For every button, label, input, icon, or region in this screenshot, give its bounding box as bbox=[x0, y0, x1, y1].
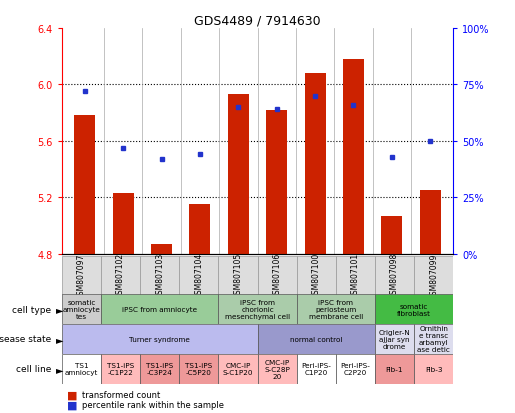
Text: CMC-iP
S-C28P
20: CMC-iP S-C28P 20 bbox=[264, 359, 290, 379]
Bar bbox=[414, 354, 453, 384]
Bar bbox=[297, 294, 375, 324]
Bar bbox=[190, 205, 211, 254]
Bar bbox=[62, 294, 101, 324]
Text: iPSC from
periosteum
membrane cell: iPSC from periosteum membrane cell bbox=[308, 299, 363, 319]
Bar bbox=[375, 294, 453, 324]
Bar bbox=[140, 354, 179, 384]
Text: transformed count: transformed count bbox=[82, 390, 161, 399]
Text: GSM807099: GSM807099 bbox=[429, 252, 438, 299]
Text: Turner syndrome: Turner syndrome bbox=[129, 336, 190, 342]
Text: normal control: normal control bbox=[290, 336, 342, 342]
Bar bbox=[151, 244, 172, 254]
Bar bbox=[336, 256, 375, 295]
Text: ►: ► bbox=[56, 334, 63, 344]
Bar bbox=[62, 324, 258, 354]
Bar bbox=[420, 191, 441, 254]
Text: CMC-IP
S-C1P20: CMC-IP S-C1P20 bbox=[222, 362, 253, 375]
Text: TS1-iPS
-C3P24: TS1-iPS -C3P24 bbox=[146, 362, 173, 375]
Bar bbox=[304, 74, 325, 254]
Text: somatic
fibroblast: somatic fibroblast bbox=[397, 303, 431, 316]
Bar bbox=[375, 256, 414, 295]
Text: TS1-iPS
-C5P20: TS1-iPS -C5P20 bbox=[185, 362, 212, 375]
Text: ►: ► bbox=[56, 364, 63, 374]
Text: Peri-iPS-
C2P20: Peri-iPS- C2P20 bbox=[340, 362, 370, 375]
Text: GSM807098: GSM807098 bbox=[390, 253, 399, 299]
Bar bbox=[101, 256, 140, 295]
Text: ►: ► bbox=[56, 304, 63, 314]
Text: GSM807103: GSM807103 bbox=[155, 253, 164, 299]
Text: cell line: cell line bbox=[16, 364, 52, 373]
Bar bbox=[101, 354, 140, 384]
Bar bbox=[101, 294, 218, 324]
Bar bbox=[218, 354, 258, 384]
Bar bbox=[74, 116, 95, 254]
Text: iPSC from amniocyte: iPSC from amniocyte bbox=[122, 306, 197, 312]
Bar bbox=[297, 354, 336, 384]
Bar bbox=[218, 294, 297, 324]
Text: Peri-iPS-
C1P20: Peri-iPS- C1P20 bbox=[301, 362, 331, 375]
Title: GDS4489 / 7914630: GDS4489 / 7914630 bbox=[194, 15, 321, 28]
Bar bbox=[179, 256, 218, 295]
Text: Ornithin
e transc
arbamyl
ase detic: Ornithin e transc arbamyl ase detic bbox=[417, 325, 450, 353]
Bar bbox=[62, 256, 101, 295]
Text: GSM807104: GSM807104 bbox=[194, 253, 203, 299]
Text: GSM807106: GSM807106 bbox=[272, 253, 282, 299]
Text: Fib-3: Fib-3 bbox=[425, 366, 442, 372]
Text: disease state: disease state bbox=[0, 335, 52, 344]
Text: TS1
amniocyt: TS1 amniocyt bbox=[65, 362, 98, 375]
Text: GSM807097: GSM807097 bbox=[77, 252, 86, 299]
Bar bbox=[266, 111, 287, 254]
Bar bbox=[414, 324, 453, 354]
Bar bbox=[375, 324, 414, 354]
Text: GSM807100: GSM807100 bbox=[312, 253, 321, 299]
Bar bbox=[140, 256, 179, 295]
Bar bbox=[336, 354, 375, 384]
Text: somatic
amniocyte
tes: somatic amniocyte tes bbox=[62, 299, 100, 319]
Text: GSM807105: GSM807105 bbox=[233, 253, 243, 299]
Bar bbox=[375, 354, 414, 384]
Bar bbox=[218, 256, 258, 295]
Bar bbox=[343, 60, 364, 254]
Bar bbox=[113, 194, 134, 254]
Bar bbox=[62, 354, 101, 384]
Text: GSM807102: GSM807102 bbox=[116, 253, 125, 299]
Text: ■: ■ bbox=[67, 389, 77, 399]
Text: Crigler-N
ajjar syn
drome: Crigler-N ajjar syn drome bbox=[379, 329, 410, 349]
Text: percentile rank within the sample: percentile rank within the sample bbox=[82, 400, 225, 409]
Bar bbox=[258, 256, 297, 295]
Bar bbox=[414, 256, 453, 295]
Bar bbox=[258, 324, 375, 354]
Text: GSM807101: GSM807101 bbox=[351, 253, 360, 299]
Bar bbox=[258, 354, 297, 384]
Text: TS1-iPS
-C1P22: TS1-iPS -C1P22 bbox=[107, 362, 134, 375]
Text: ■: ■ bbox=[67, 400, 77, 410]
Text: Fib-1: Fib-1 bbox=[386, 366, 403, 372]
Bar bbox=[381, 216, 402, 254]
Text: cell type: cell type bbox=[12, 305, 52, 314]
Bar bbox=[297, 256, 336, 295]
Bar bbox=[228, 95, 249, 254]
Bar bbox=[179, 354, 218, 384]
Text: iPSC from
chorionic
mesenchymal cell: iPSC from chorionic mesenchymal cell bbox=[225, 299, 290, 319]
